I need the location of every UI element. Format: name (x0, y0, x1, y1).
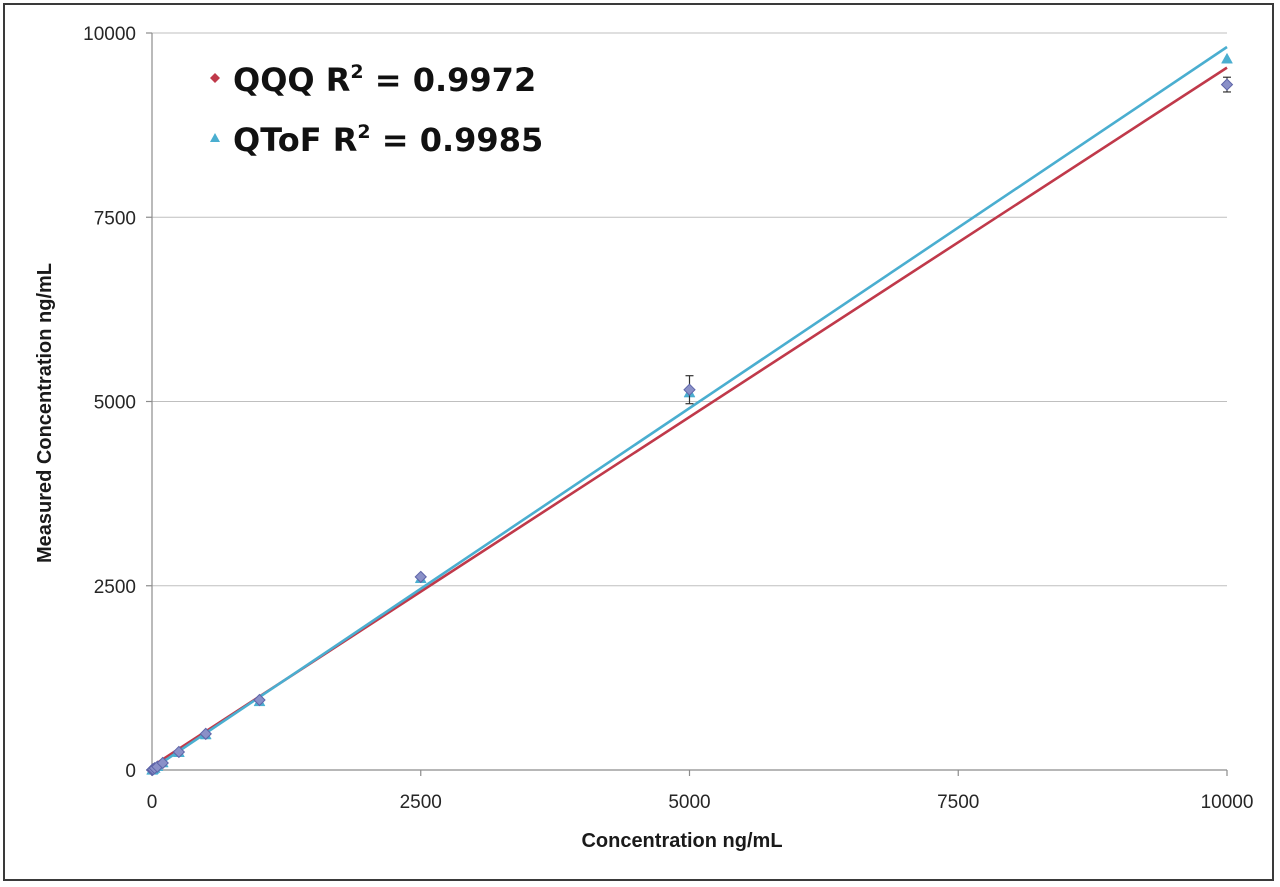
y-tick-label-5000: 5000 (94, 393, 136, 414)
legend-label-qtof: QToF R2 = 0.9985 (233, 121, 543, 159)
qtof-trendline (151, 45, 1228, 771)
legend-label-superscript: 2 (357, 121, 370, 143)
legend-label-main: QQQ R (233, 61, 350, 99)
x-axis-title: Concentration ng/mL (581, 830, 782, 852)
x-tick-label-0: 0 (147, 792, 158, 813)
legend-label-value: = 0.9972 (364, 61, 537, 99)
data-points (145, 52, 1234, 777)
scatter-chart: 0 2500 5000 7500 10000 0 2500 5000 7500 10000 QQQ… (34, 24, 1253, 852)
qqq-point-10 (683, 383, 696, 396)
x-tick-label-2500: 2500 (400, 792, 442, 813)
legend-label-qqq: QQQ R2 = 0.9972 (233, 61, 536, 99)
y-tick-label-0: 0 (125, 761, 136, 782)
y-tick-label-7500: 7500 (94, 208, 136, 229)
qqq-point-9 (414, 570, 427, 584)
y-tick-label-2500: 2500 (94, 577, 136, 598)
legend-label-superscript: 2 (350, 61, 363, 83)
qqq-point-8 (253, 693, 266, 707)
qqq-point-11 (1220, 78, 1234, 91)
y-axis-title: Measured Concentration ng/mL (34, 263, 56, 563)
tick-labels: 0 2500 5000 7500 10000 0 2500 5000 7500 10000 (83, 24, 1253, 813)
qqq-point-5 (156, 756, 169, 770)
y-tick-label-10000: 10000 (83, 24, 136, 45)
qtof-point-11 (1221, 52, 1233, 64)
legend-marker-qtof (210, 133, 220, 142)
qqq-point-7 (199, 727, 212, 741)
legend-marker-qqq (210, 73, 220, 83)
legend-label-main: QToF R (233, 121, 357, 159)
x-tick-label-5000: 5000 (668, 792, 710, 813)
gridlines (152, 32, 1227, 587)
legend-label-value: = 0.9985 (371, 121, 544, 159)
trendlines (151, 45, 1228, 771)
qqq-point-6 (172, 745, 186, 759)
x-tick-label-10000: 10000 (1201, 792, 1254, 813)
x-tick-label-7500: 7500 (937, 792, 979, 813)
chart-frame: 0 2500 5000 7500 10000 0 2500 5000 7500 10000 QQQ… (3, 3, 1274, 881)
